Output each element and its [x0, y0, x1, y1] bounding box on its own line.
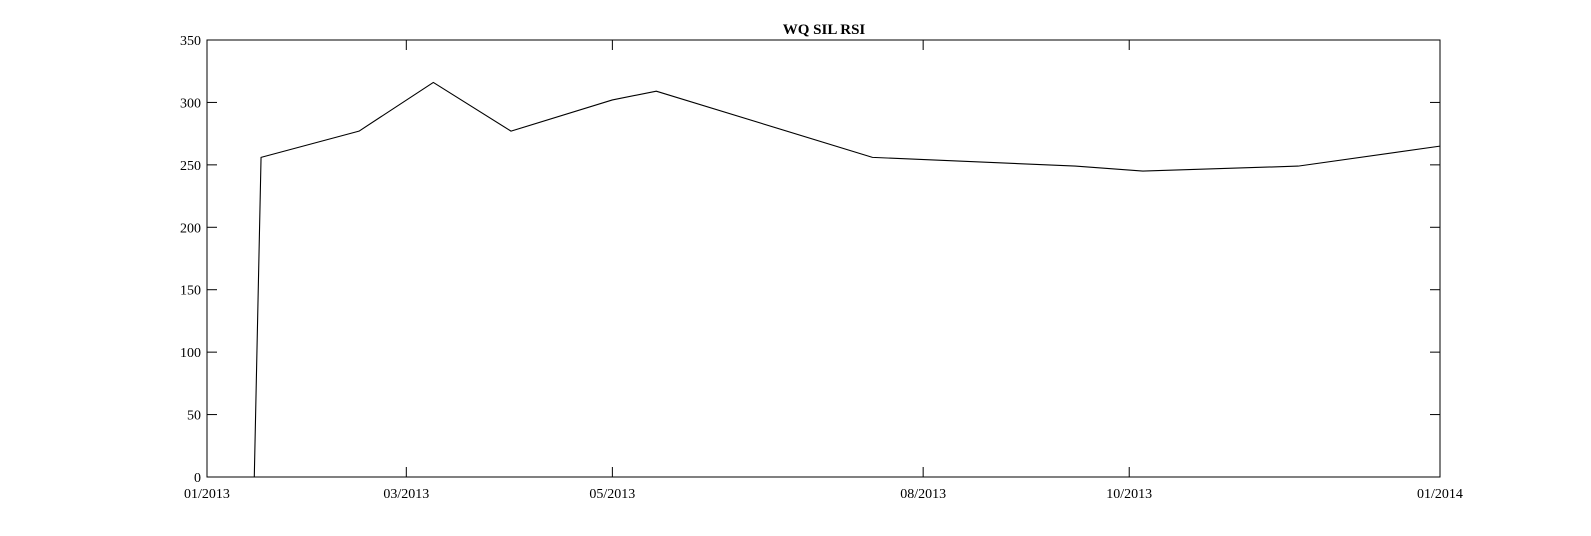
- y-tick-label: 300: [180, 96, 201, 111]
- chart-title: WQ SIL RSI: [783, 22, 866, 38]
- x-tick-label: 05/2013: [589, 487, 635, 502]
- x-tick-label: 08/2013: [900, 487, 946, 502]
- x-axis: 01/2013 03/2013 05/2013 08/2013 10/2013 01/20…: [184, 40, 1463, 502]
- y-tick-label: 0: [194, 471, 201, 486]
- series-line: [207, 81, 1441, 478]
- y-tick-label: 50: [187, 409, 201, 424]
- plot-area-frame: [206, 39, 1441, 478]
- x-tick-label: 03/2013: [383, 487, 429, 502]
- series-layer: [207, 81, 1441, 478]
- y-tick-label: 200: [180, 221, 201, 236]
- y-tick-label: 250: [180, 159, 201, 174]
- y-tick-label: 100: [180, 346, 201, 361]
- y-tick-label: 350: [180, 34, 201, 49]
- x-tick-label: 10/2013: [1106, 487, 1152, 502]
- x-tick-label: 01/2013: [184, 487, 230, 502]
- y-axis: 0 50 100 150 200 250 300 350: [180, 34, 1440, 486]
- x-tick-label: 01/2014: [1417, 487, 1463, 502]
- y-tick-label: 150: [180, 284, 201, 299]
